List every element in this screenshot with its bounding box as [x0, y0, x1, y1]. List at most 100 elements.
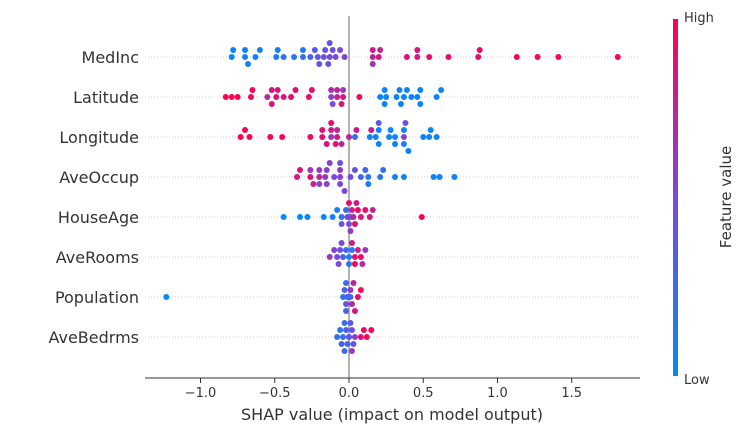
shap-point-latitude	[249, 87, 256, 93]
shap-point-latitude	[338, 101, 345, 107]
shap-point-aveoccup	[337, 181, 344, 187]
shap-point-medinc	[403, 54, 410, 60]
shap-point-aveoccup	[323, 181, 330, 187]
shap-point-medinc	[256, 47, 263, 53]
shap-point-houseage	[338, 214, 345, 220]
shap-point-aveoccup	[337, 174, 344, 180]
shap-point-latitude	[397, 101, 404, 107]
shap-point-aveoccup	[392, 174, 399, 180]
shap-point-aveoccup	[362, 167, 369, 173]
shap-point-avebedrms	[334, 334, 341, 340]
feature-label: AveOccup	[59, 168, 139, 187]
shap-point-aveoccup	[307, 174, 314, 180]
shap-point-houseage	[320, 214, 327, 220]
shap-point-aveoccup	[351, 167, 358, 173]
shap-point-averooms	[348, 240, 355, 246]
shap-point-averooms	[346, 254, 352, 260]
shap-point-averooms	[340, 254, 347, 260]
shap-point-aveoccup	[337, 160, 344, 166]
shap-point-aveoccup	[316, 181, 323, 187]
shap-point-houseage	[357, 214, 364, 220]
shap-point-latitude	[334, 87, 341, 93]
shap-point-latitude	[396, 87, 403, 93]
shap-point-aveoccup	[316, 167, 323, 173]
shap-point-avebedrms	[348, 348, 355, 354]
shap-point-longitude	[420, 134, 427, 140]
shap-point-aveoccup	[357, 174, 364, 180]
shap-point-aveoccup	[331, 174, 338, 180]
shap-point-longitude	[351, 134, 358, 140]
shap-point-aveoccup	[307, 167, 314, 173]
shap-point-medinc	[475, 54, 482, 60]
shap-point-longitude	[246, 134, 253, 140]
shap-point-latitude	[305, 94, 312, 100]
shap-point-longitude	[323, 141, 330, 147]
shap-point-longitude	[368, 127, 375, 133]
shap-point-population	[350, 280, 357, 286]
shap-point-aveoccup	[316, 174, 323, 180]
shap-point-medinc	[326, 54, 333, 60]
shap-point-houseage	[418, 214, 425, 220]
shap-point-avebedrms	[363, 334, 370, 340]
shap-point-medinc	[555, 54, 562, 60]
shap-point-houseage	[369, 207, 376, 213]
shap-point-latitude	[234, 94, 241, 100]
shap-point-medinc	[614, 54, 621, 60]
shap-point-longitude	[392, 141, 399, 147]
shap-point-aveoccup	[347, 174, 354, 180]
shap-point-averooms	[348, 247, 355, 253]
shap-point-population	[347, 287, 354, 293]
feature-label: HouseAge	[58, 208, 139, 227]
shap-point-aveoccup	[296, 167, 303, 173]
shap-point-houseage	[346, 221, 352, 227]
shap-point-medinc	[322, 47, 329, 53]
shap-point-latitude	[268, 101, 275, 107]
shap-point-longitude	[366, 134, 373, 140]
shap-point-longitude	[400, 134, 407, 140]
shap-point-avebedrms	[344, 341, 351, 347]
shap-point-medinc	[291, 54, 298, 60]
shap-point-latitude	[356, 94, 363, 100]
shap-point-medinc	[369, 61, 376, 67]
shap-point-latitude	[403, 87, 410, 93]
shap-point-aveoccup	[323, 167, 330, 173]
shap-point-longitude	[400, 127, 407, 133]
shap-point-averooms	[335, 261, 342, 267]
shap-point-latitude	[329, 101, 336, 107]
shap-point-avebedrms	[351, 334, 358, 340]
shap-point-houseage	[338, 221, 345, 227]
shap-point-medinc	[426, 54, 433, 60]
shap-point-latitude	[222, 94, 229, 100]
shap-point-houseage	[334, 207, 341, 213]
shap-point-avebedrms	[350, 341, 357, 347]
shap-point-latitude	[268, 87, 275, 93]
shap-point-longitude	[375, 120, 382, 126]
shap-point-latitude	[308, 87, 315, 93]
feature-rows: MedInc Latitude Longitude AveOccup HouseAge A…	[48, 48, 640, 347]
shap-point-latitude	[274, 87, 281, 93]
shap-point-medinc	[273, 54, 280, 60]
shap-point-avebedrms	[337, 327, 344, 333]
shap-point-averooms	[351, 254, 358, 260]
shap-point-population	[354, 294, 361, 300]
shap-point-population	[343, 301, 350, 307]
shap-point-longitude	[328, 120, 335, 126]
shap-point-medinc	[369, 47, 376, 53]
shap-point-houseage	[343, 207, 350, 213]
x-tick-label: −0.5	[259, 386, 291, 401]
shap-point-medinc	[375, 54, 382, 60]
shap-point-longitude	[267, 134, 274, 140]
shap-point-houseage	[296, 214, 303, 220]
shap-point-longitude	[375, 127, 382, 133]
shap-point-longitude	[307, 134, 314, 140]
shap-point-latitude	[417, 101, 424, 107]
shap-point-medinc	[280, 54, 287, 60]
shap-point-houseage	[346, 200, 352, 206]
shap-point-population	[341, 287, 348, 293]
shap-point-houseage	[304, 214, 311, 220]
x-tick-label: −1.0	[185, 386, 217, 401]
shap-point-longitude	[338, 141, 345, 147]
feature-label: MedInc	[82, 48, 139, 67]
shap-point-medinc	[245, 61, 252, 67]
shap-point-houseage	[351, 221, 358, 227]
